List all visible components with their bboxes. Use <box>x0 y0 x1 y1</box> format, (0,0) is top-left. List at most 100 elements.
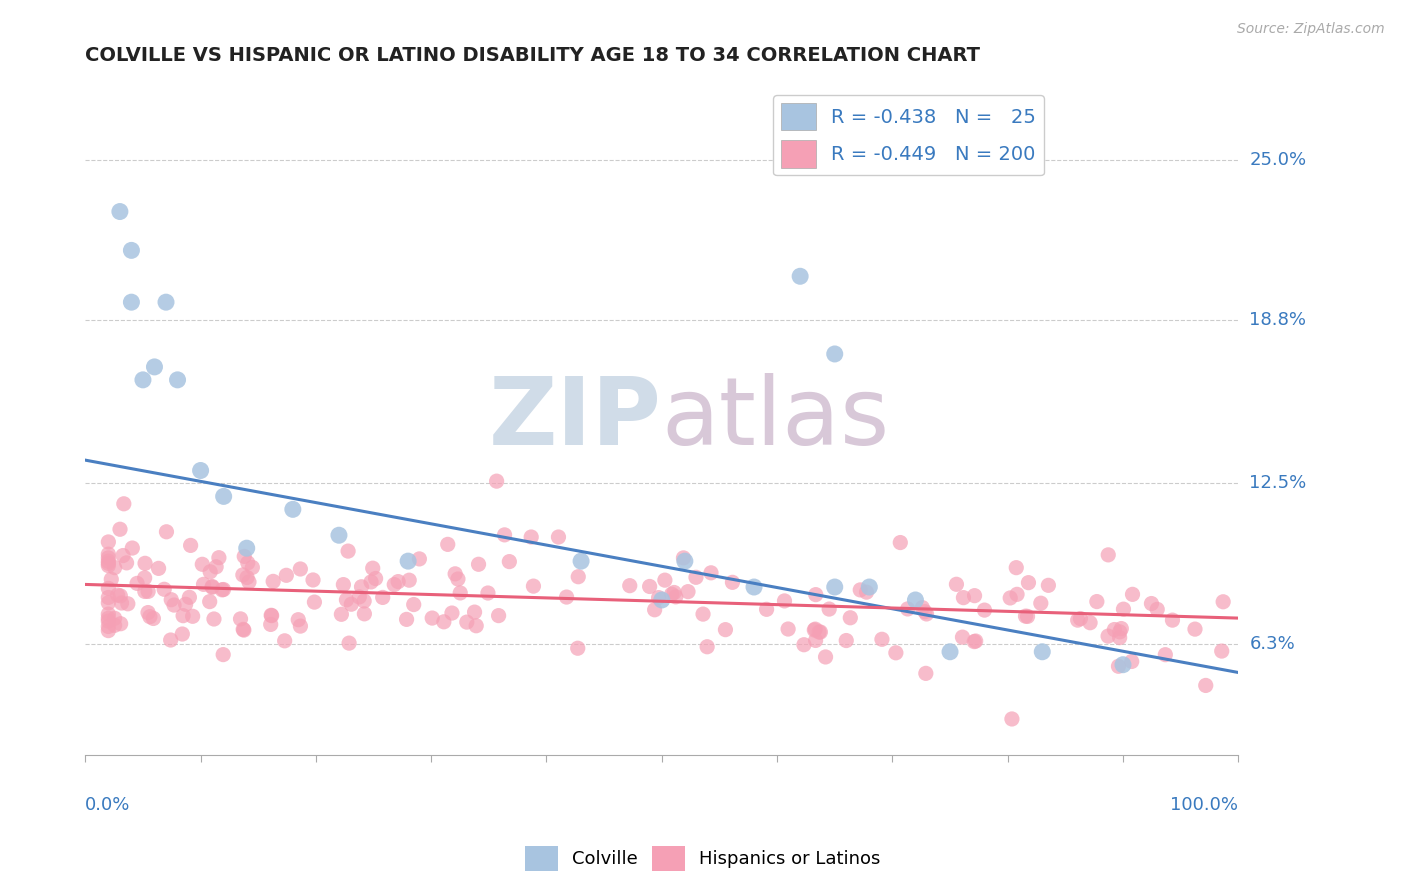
Point <box>408 552 430 566</box>
Point <box>136 584 159 599</box>
Point <box>97 591 120 605</box>
Point <box>104 611 127 625</box>
Point <box>520 530 543 544</box>
Point <box>107 588 129 602</box>
Point <box>155 295 177 310</box>
Point <box>371 591 394 605</box>
Point <box>1146 602 1168 616</box>
Point <box>337 544 360 558</box>
Point <box>904 593 927 607</box>
Point <box>97 582 120 596</box>
Point <box>465 619 488 633</box>
Point <box>112 497 135 511</box>
Point <box>108 522 131 536</box>
Point <box>201 580 224 594</box>
Point <box>160 592 183 607</box>
Point <box>939 645 962 659</box>
Point <box>201 580 224 594</box>
Text: 0.0%: 0.0% <box>86 796 131 814</box>
Point <box>1097 629 1119 643</box>
Point <box>232 568 254 582</box>
Point <box>163 598 186 612</box>
Point <box>803 623 825 637</box>
Point <box>914 666 936 681</box>
Point <box>232 623 254 637</box>
Point <box>134 584 156 599</box>
Point <box>1029 596 1052 610</box>
Point <box>302 573 325 587</box>
Point <box>824 580 846 594</box>
Point <box>110 596 132 610</box>
Point <box>672 550 695 565</box>
Point <box>1067 613 1090 627</box>
Point <box>240 560 263 574</box>
Point <box>654 573 676 587</box>
Point <box>350 580 373 594</box>
Point <box>1014 609 1036 624</box>
Point <box>858 580 880 594</box>
Point <box>136 606 159 620</box>
Point <box>117 597 139 611</box>
Point <box>1112 657 1135 672</box>
Point <box>97 554 120 568</box>
Point <box>205 559 228 574</box>
Point <box>1140 597 1163 611</box>
Point <box>911 600 934 615</box>
Point <box>555 590 578 604</box>
Point <box>914 605 936 619</box>
Point <box>793 638 815 652</box>
Point <box>889 535 911 549</box>
Point <box>139 609 162 624</box>
Point <box>273 633 295 648</box>
Point <box>153 582 176 597</box>
Point <box>721 575 744 590</box>
Point <box>1085 594 1108 608</box>
Point <box>696 640 718 654</box>
Point <box>485 474 508 488</box>
Point <box>134 557 156 571</box>
Text: Source: ZipAtlas.com: Source: ZipAtlas.com <box>1237 22 1385 37</box>
Point <box>235 541 257 556</box>
Point <box>804 622 827 636</box>
Point <box>97 558 120 573</box>
Point <box>456 615 478 629</box>
Point <box>211 582 233 597</box>
Point <box>647 591 669 605</box>
Point <box>276 568 298 582</box>
Point <box>402 598 425 612</box>
Text: ZIP: ZIP <box>489 373 662 465</box>
Point <box>973 603 995 617</box>
Point <box>198 565 221 579</box>
Point <box>569 554 592 568</box>
Text: 25.0%: 25.0% <box>1250 151 1306 169</box>
Point <box>835 633 858 648</box>
Point <box>444 566 467 581</box>
Point <box>179 591 201 605</box>
Point <box>1211 644 1233 658</box>
Point <box>433 615 456 629</box>
Point <box>236 570 259 584</box>
Point <box>692 607 714 621</box>
Point <box>814 650 837 665</box>
Point <box>148 561 170 575</box>
Point <box>494 528 516 542</box>
Point <box>1038 578 1060 592</box>
Point <box>262 574 284 589</box>
Point <box>340 597 363 611</box>
Point <box>198 594 221 608</box>
Point <box>1154 648 1177 662</box>
Point <box>382 577 405 591</box>
Point <box>212 582 235 597</box>
Point <box>804 633 827 648</box>
Point <box>651 593 673 607</box>
Text: 12.5%: 12.5% <box>1250 475 1306 492</box>
Point <box>567 570 589 584</box>
Point <box>349 590 371 604</box>
Point <box>773 594 796 608</box>
Point <box>1097 548 1119 562</box>
Point <box>281 502 304 516</box>
Point <box>97 596 120 610</box>
Point <box>132 373 155 387</box>
Point <box>440 606 463 620</box>
Point <box>1017 609 1039 624</box>
